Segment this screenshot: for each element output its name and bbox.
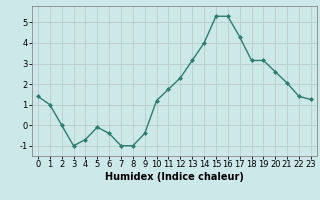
X-axis label: Humidex (Indice chaleur): Humidex (Indice chaleur): [105, 172, 244, 182]
